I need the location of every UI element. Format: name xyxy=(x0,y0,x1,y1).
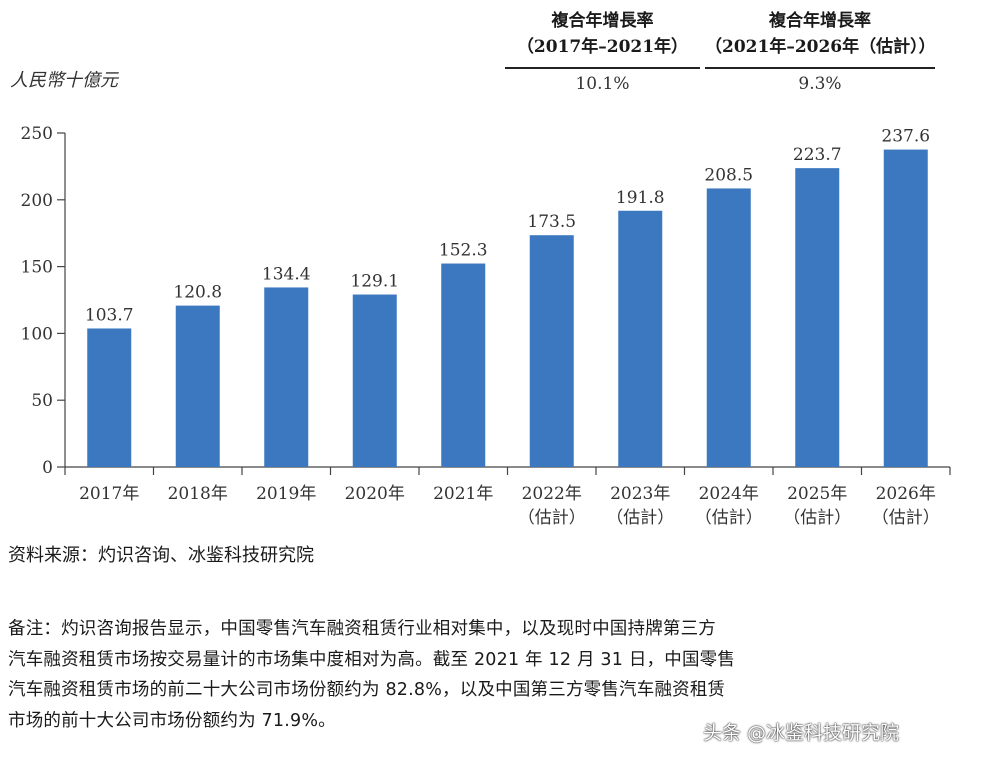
bar xyxy=(441,263,486,467)
bar xyxy=(175,305,220,467)
x-category-label: 2021年 xyxy=(433,484,493,504)
x-category-label: 2017年 xyxy=(79,484,139,504)
bar xyxy=(352,294,397,467)
x-category-label: 2020年 xyxy=(345,484,405,504)
bar xyxy=(795,168,840,468)
bar xyxy=(87,328,132,467)
x-category-label: 2023年 xyxy=(610,484,670,504)
bar-value-label: 237.6 xyxy=(881,127,930,147)
bar-value-labels: 103.7 120.8 134.4 129.1 152.3 173.5 191.8 208.5… xyxy=(85,127,930,326)
bar xyxy=(883,149,928,467)
x-category-label: （估計） xyxy=(783,508,851,528)
y-tick-label: 250 xyxy=(21,124,53,144)
note-paragraph: 备注：灼识咨询报告显示，中国零售汽车融资租赁行业相对集中，以及现时中国持牌第三方… xyxy=(8,614,976,736)
x-category-label: （估計） xyxy=(695,508,763,528)
y-axis: 0 50 100 150 200 250 xyxy=(21,124,66,478)
cagr-header-line2: （2021年–2026年（估計）） xyxy=(705,37,936,57)
source-text: 资料来源：灼识咨询、冰鉴科技研究院 xyxy=(8,545,314,566)
bar-value-label: 173.5 xyxy=(527,212,576,232)
y-tick-label: 0 xyxy=(42,458,53,478)
note-line: 市场的前十大公司市场份额约为 71.9%。 xyxy=(8,710,336,731)
cagr-header-line1: 複合年增長率 xyxy=(769,11,871,31)
y-tick-label: 100 xyxy=(21,324,53,344)
x-category-label: 2022年 xyxy=(522,484,582,504)
x-axis xyxy=(64,466,951,475)
x-category-label: （估計） xyxy=(872,508,940,528)
note-line: 汽车融资租赁市场按交易量计的市场集中度相对为高。截至 2021 年 12 月 3… xyxy=(8,649,736,670)
cagr-column-2021-2026: 複合年增長率 （2021年–2026年（估計）） xyxy=(705,8,936,60)
y-axis-unit-label: 人民幣十億元 xyxy=(10,70,118,91)
x-category-label: 2025年 xyxy=(787,484,847,504)
bar-value-label: 152.3 xyxy=(439,241,488,261)
category-labels: 2017年 2018年 2019年 2020年 2021年 2022年 （估計） 2023年 （… xyxy=(79,484,940,528)
x-category-label: 2024年 xyxy=(699,484,759,504)
cagr-value-2021-2026: 9.3% xyxy=(798,74,842,94)
x-category-label: 2026年 xyxy=(876,484,936,504)
bar-value-label: 103.7 xyxy=(85,305,134,325)
bar xyxy=(264,287,309,467)
x-category-label: （估計） xyxy=(606,508,674,528)
cagr-header-line1: 複合年增長率 xyxy=(551,11,654,31)
cagr-column-2017-2021: 複合年增長率 （2017年–2021年） xyxy=(505,8,700,60)
bar xyxy=(529,235,574,467)
bar-value-label: 223.7 xyxy=(793,145,842,165)
x-category-label: （估計） xyxy=(518,508,586,528)
cagr-divider xyxy=(505,67,700,69)
x-category-label: 2019年 xyxy=(256,484,316,504)
note-line: 汽车融资租赁市场的前二十大公司市场份额约为 82.8%，以及中国第三方零售汽车融… xyxy=(8,680,726,700)
bar-value-label: 208.5 xyxy=(704,165,753,185)
bar xyxy=(706,188,751,467)
bars xyxy=(87,149,928,468)
bar-value-label: 134.4 xyxy=(262,264,311,284)
bar-value-label: 129.1 xyxy=(350,272,399,292)
y-tick-label: 150 xyxy=(21,258,53,278)
cagr-table: 複合年增長率 （2017年–2021年） 複合年增長率 （2021年–2026年… xyxy=(505,8,936,100)
bar xyxy=(618,210,663,468)
y-tick-label: 200 xyxy=(21,191,53,211)
y-tick-label: 50 xyxy=(31,391,53,411)
bar-value-label: 191.8 xyxy=(616,188,665,208)
bar-chart: 0 50 100 150 200 250 103.7 120.8 134.4 129.1 152.… xyxy=(21,124,951,528)
cagr-value-2017-2021: 10.1% xyxy=(575,74,630,94)
cagr-divider xyxy=(705,67,935,69)
x-category-label: 2018年 xyxy=(168,484,228,504)
cagr-header-line2: （2017年–2021年） xyxy=(516,37,689,57)
watermark: 头条 @冰鉴科技研究院 xyxy=(703,722,900,744)
bar-value-label: 120.8 xyxy=(173,283,222,303)
note-line: 备注：灼识咨询报告显示，中国零售汽车融资租赁行业相对集中，以及现时中国持牌第三方 xyxy=(8,619,716,639)
